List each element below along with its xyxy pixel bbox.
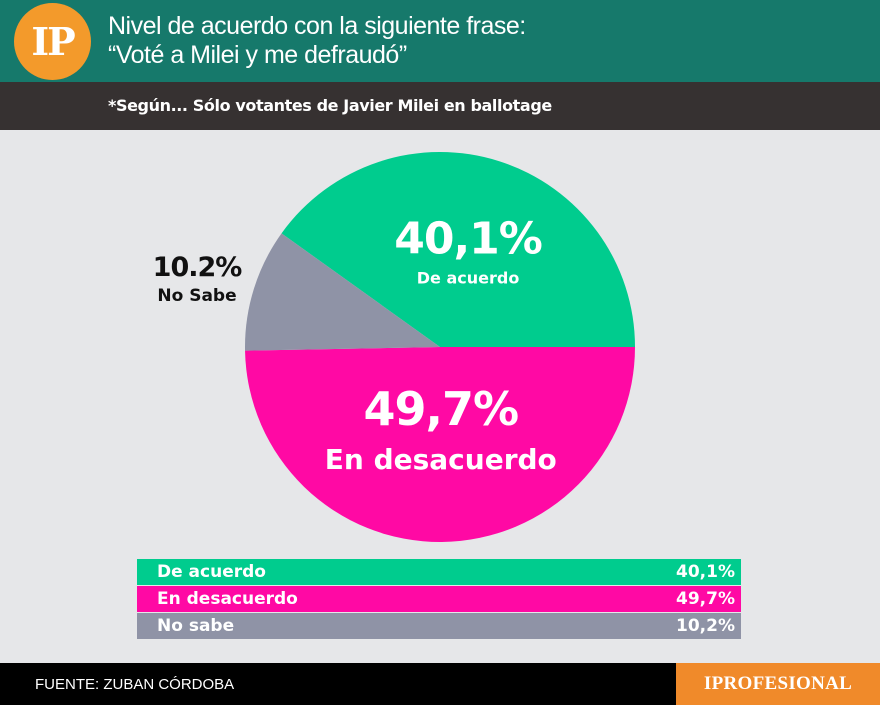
slice-value-label: 40,1%: [394, 214, 542, 265]
title-line-1: Nivel de acuerdo con la siguiente frase:: [108, 12, 526, 40]
legend-row-en-desacuerdo: En desacuerdo 49,7%: [137, 586, 741, 612]
legend-row-no-sabe: No sabe 10,2%: [137, 613, 741, 639]
legend-table: De acuerdo 40,1% En desacuerdo 49,7% No …: [137, 559, 741, 640]
legend-value: 49,7%: [676, 589, 735, 609]
slice-category-label: De acuerdo: [417, 269, 520, 288]
slice-category-label: No Sabe: [157, 286, 236, 306]
subtitle-bar: [0, 82, 880, 130]
legend-label: En desacuerdo: [157, 589, 298, 609]
pie-slice-en-desacuerdo: [245, 347, 635, 543]
legend-label: No sabe: [157, 616, 235, 636]
ip-logo: IP: [14, 3, 91, 80]
brand-logo: IPROFESIONAL: [676, 663, 880, 705]
pie-slice-de-acuerdo: [281, 151, 635, 347]
legend-value: 10,2%: [676, 616, 735, 636]
header-bar: [0, 0, 880, 82]
legend-value: 40,1%: [676, 562, 735, 582]
source-text: FUENTE: ZUBAN CÓRDOBA: [35, 676, 235, 693]
legend-label: De acuerdo: [157, 562, 266, 582]
slice-value-label: 49,7%: [363, 382, 518, 436]
slice-category-label: En desacuerdo: [325, 443, 557, 476]
legend-row-de-acuerdo: De acuerdo 40,1%: [137, 559, 741, 585]
pie-slice-no-sabe: [245, 233, 440, 351]
slice-value-label: 10.2%: [153, 252, 243, 283]
pie-chart: 40,1% De acuerdo 49,7% En desacuerdo 10.2% No…: [153, 151, 635, 543]
chart-title: Nivel de acuerdo con la siguiente frase:…: [108, 12, 526, 70]
title-line-2: “Voté a Milei y me defraudó”: [108, 41, 407, 69]
chart-subtitle: *Según... Sólo votantes de Javier Milei …: [108, 96, 552, 115]
